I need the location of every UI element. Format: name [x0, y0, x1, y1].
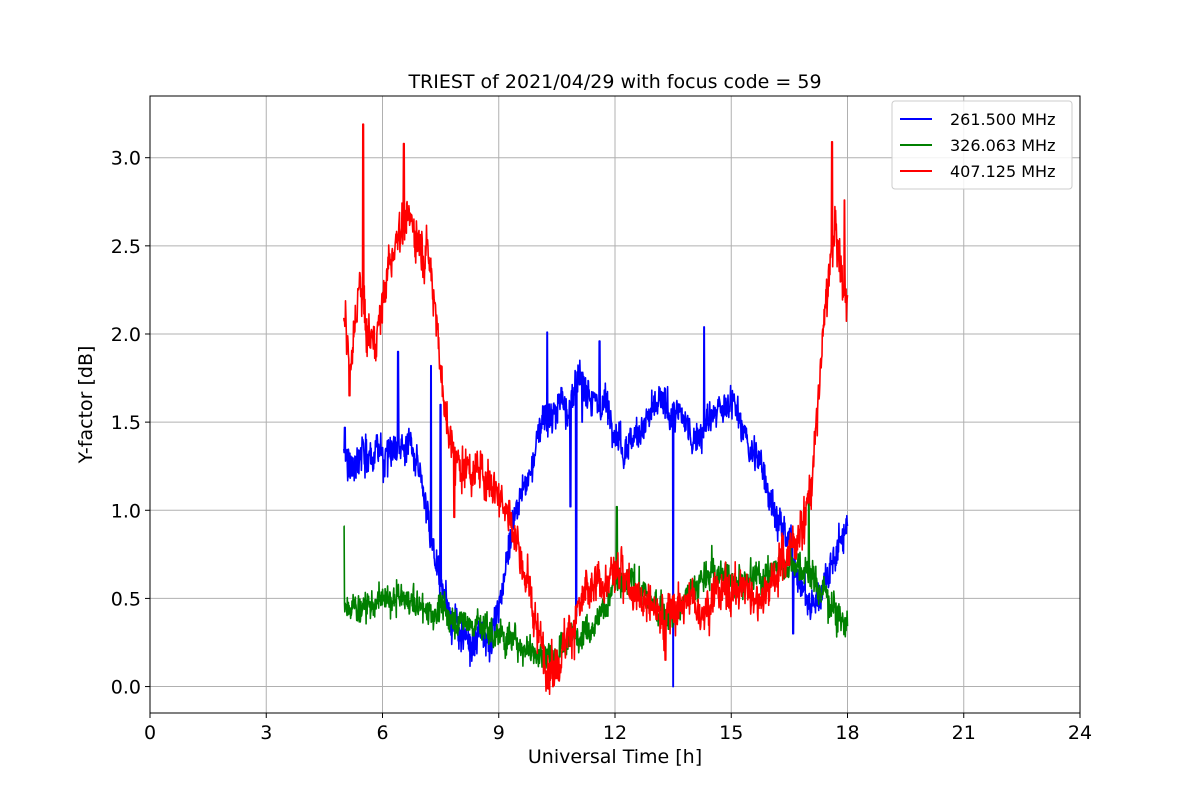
x-tick-label: 24: [1068, 722, 1092, 744]
legend-label: 261.500 MHz: [950, 110, 1055, 129]
x-tick-label: 21: [952, 722, 976, 744]
y-axis-title: Y-factor [dB]: [75, 346, 97, 465]
x-tick-label: 6: [376, 722, 388, 744]
chart-title: TRIEST of 2021/04/29 with focus code = 5…: [407, 71, 821, 93]
x-tick-label: 12: [603, 722, 627, 744]
x-tick-label: 0: [144, 722, 156, 744]
series-line-2: [343, 493, 849, 677]
plot-area: [343, 123, 849, 696]
x-tick-label: 18: [835, 722, 859, 744]
y-tick-label: 0.5: [111, 588, 141, 610]
y-tick-label: 1.0: [111, 500, 141, 522]
y-tick-label: 1.5: [111, 412, 141, 434]
legend-box: [891, 100, 1073, 190]
x-tick-label: 15: [719, 722, 743, 744]
x-tick-label: 3: [260, 722, 272, 744]
legend-label: 407.125 MHz: [950, 162, 1055, 181]
y-tick-label: 2.0: [111, 324, 141, 346]
series-line-1: [343, 326, 849, 688]
y-tick-label: 2.5: [111, 236, 141, 258]
y-tick-label: 3.0: [111, 148, 141, 170]
x-tick-label: 9: [493, 722, 505, 744]
series-line-3: [343, 123, 849, 696]
y-tick-label: 0.0: [111, 677, 141, 699]
legend: 261.500 MHz 326.063 MHz 407.125 MHz: [891, 100, 1073, 190]
ticks: 0 3 6 9 12 15 18 21 24 0.0 0.5 1.0 1.5 2.0 2.5 3.0: [111, 148, 1092, 744]
legend-label: 326.063 MHz: [950, 136, 1055, 155]
x-axis-title: Universal Time [h]: [528, 746, 702, 768]
